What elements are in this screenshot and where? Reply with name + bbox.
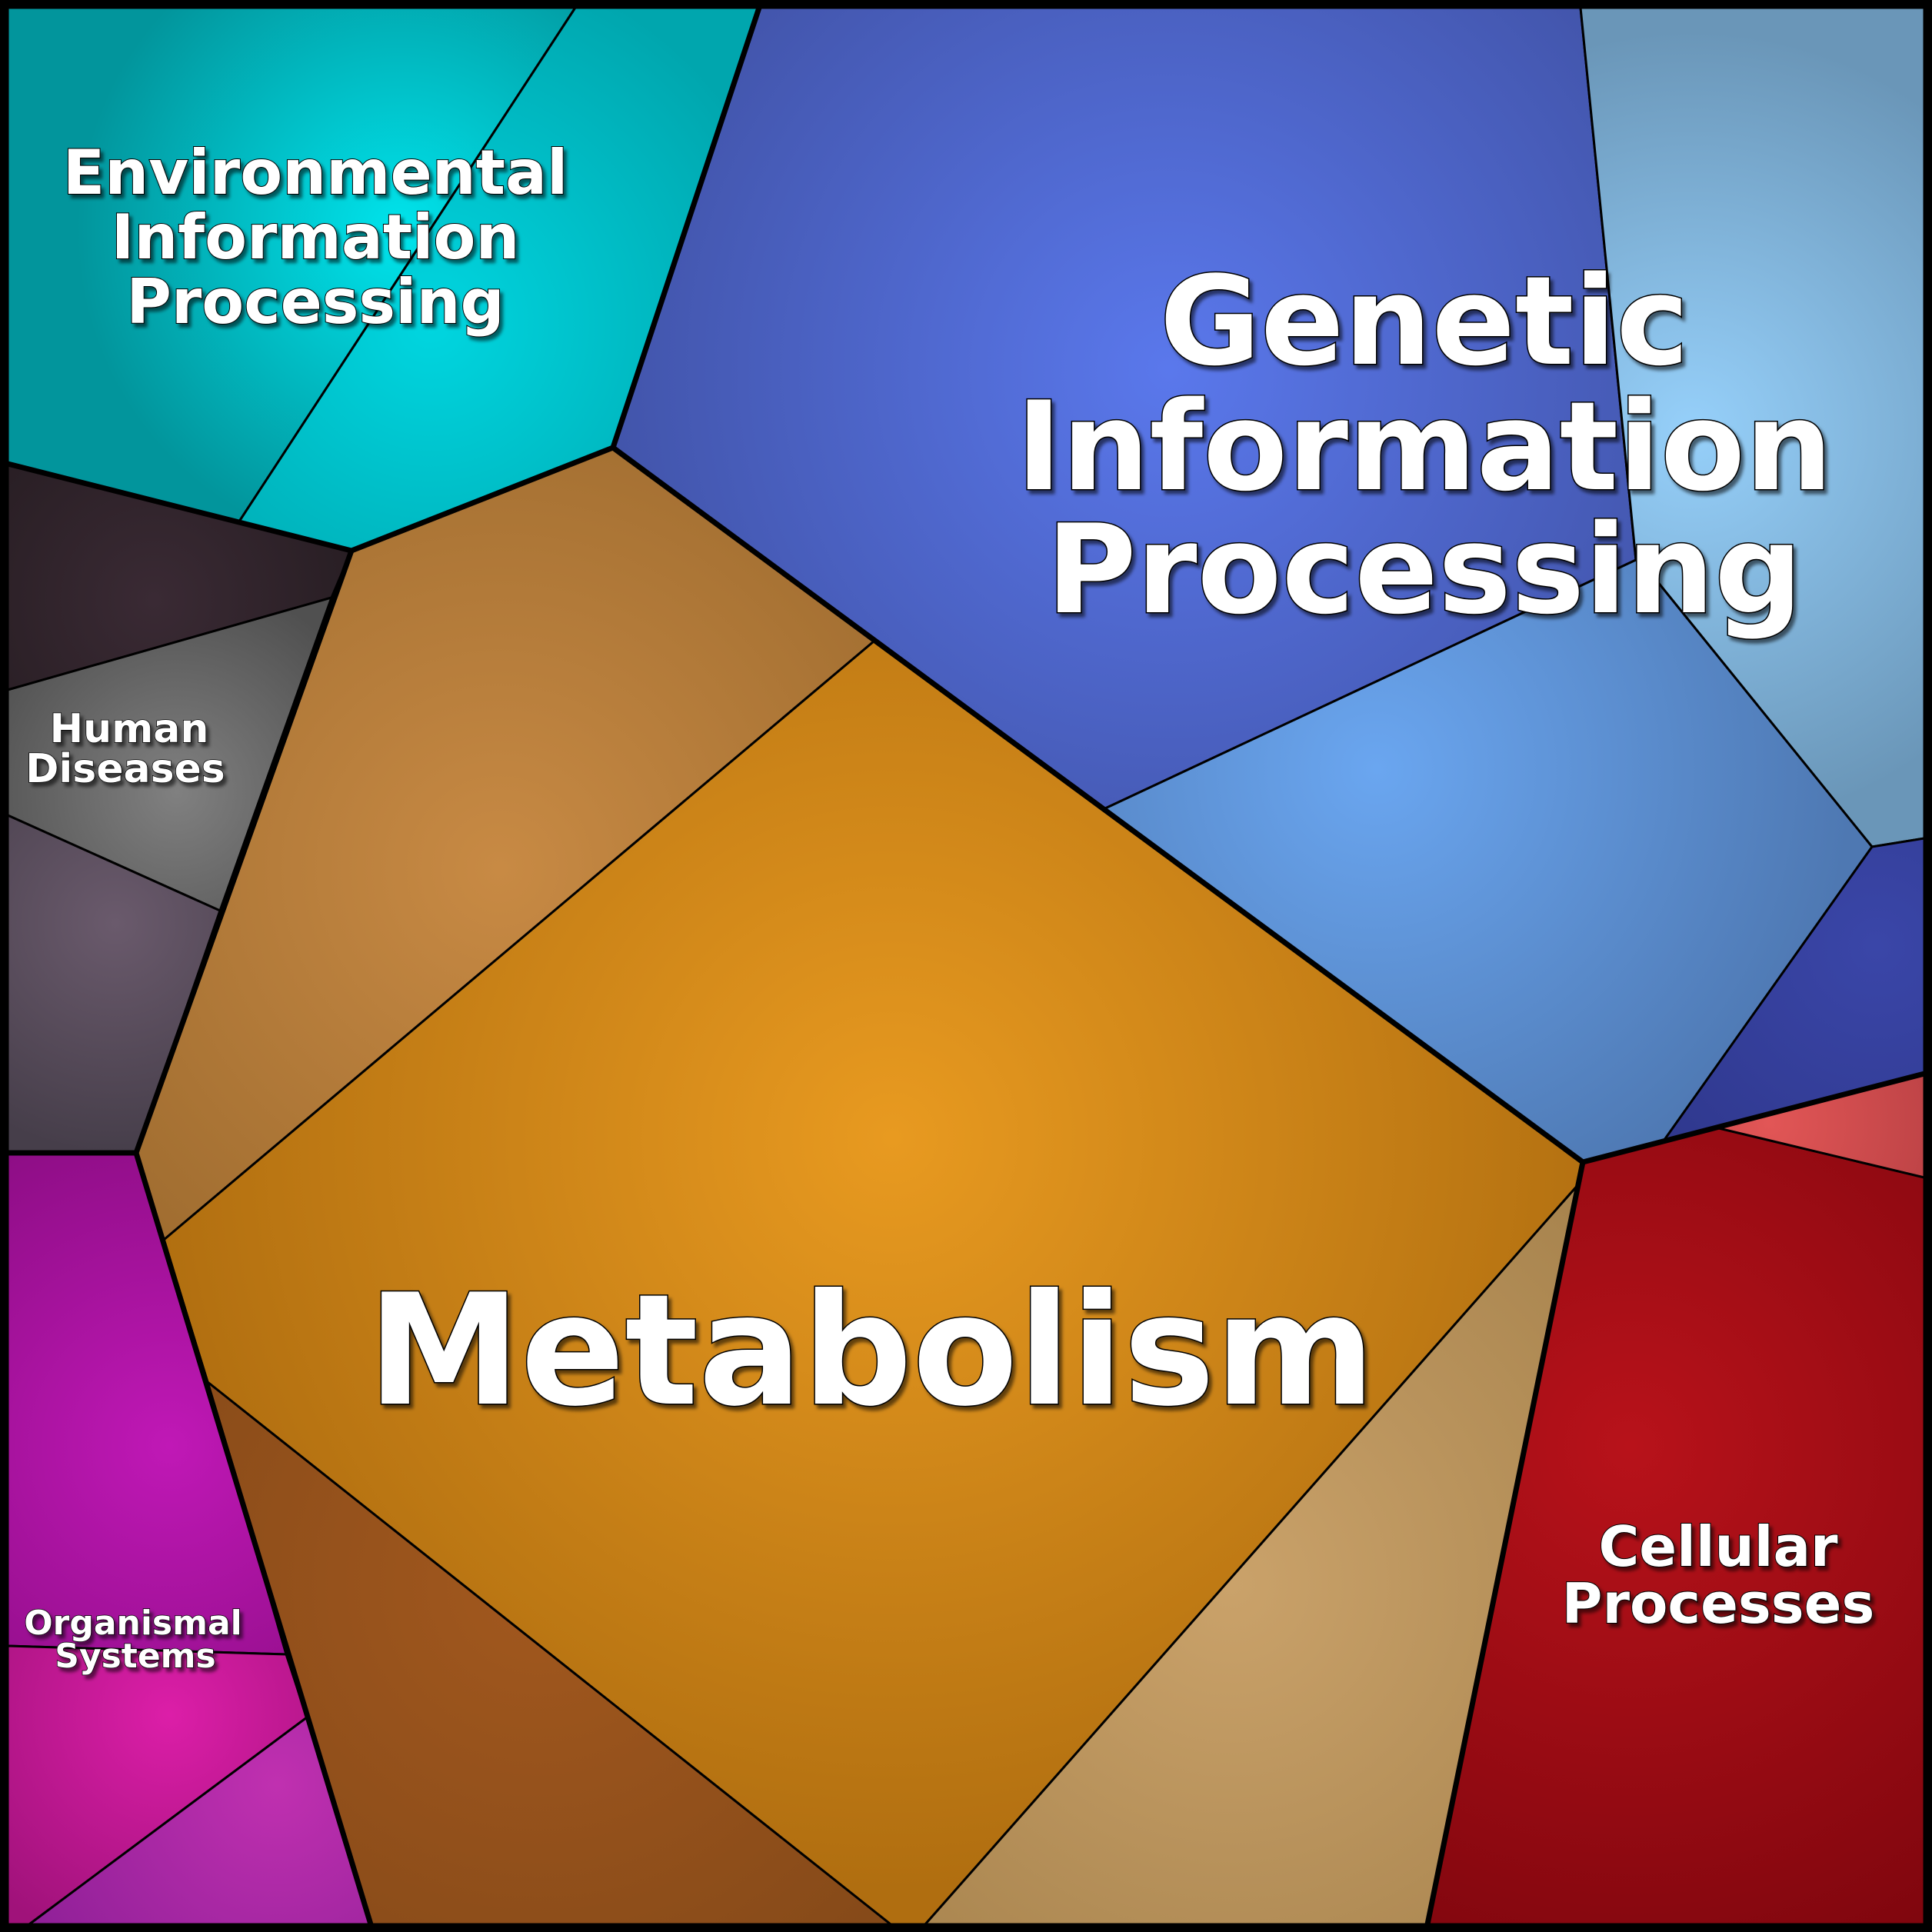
label-line: Information bbox=[1016, 375, 1833, 518]
label-line: Diseases bbox=[25, 746, 225, 792]
label-line: Information bbox=[112, 202, 520, 273]
label-human-diseases: Human Diseases bbox=[25, 705, 226, 793]
region-metabolism bbox=[135, 446, 1584, 1926]
label-line: Systems bbox=[55, 1637, 215, 1676]
label-line: Metabolism bbox=[368, 1261, 1375, 1441]
label-metabolism: Metabolism bbox=[366, 1261, 1376, 1442]
label-genetic-information-processing: Genetic Information Processing bbox=[1015, 248, 1834, 643]
label-line: Processing bbox=[1046, 498, 1802, 641]
label-line: Processes bbox=[1562, 1571, 1875, 1636]
category-boundaries bbox=[7, 6, 1925, 1926]
region-genetic-information-processing bbox=[611, 6, 1926, 1164]
label-environmental-information-processing: Environmental Information Processing bbox=[62, 136, 569, 338]
label-line: Organismal bbox=[24, 1604, 242, 1643]
label-line: Environmental bbox=[63, 137, 568, 208]
label-line: Human bbox=[50, 706, 209, 752]
label-cellular-processes: Cellular Processes bbox=[1561, 1514, 1876, 1637]
label-line: Cellular bbox=[1598, 1514, 1838, 1579]
label-organismal-systems: Organismal Systems bbox=[23, 1603, 242, 1677]
label-line: Genetic bbox=[1160, 249, 1689, 393]
label-line: Processing bbox=[126, 266, 505, 338]
